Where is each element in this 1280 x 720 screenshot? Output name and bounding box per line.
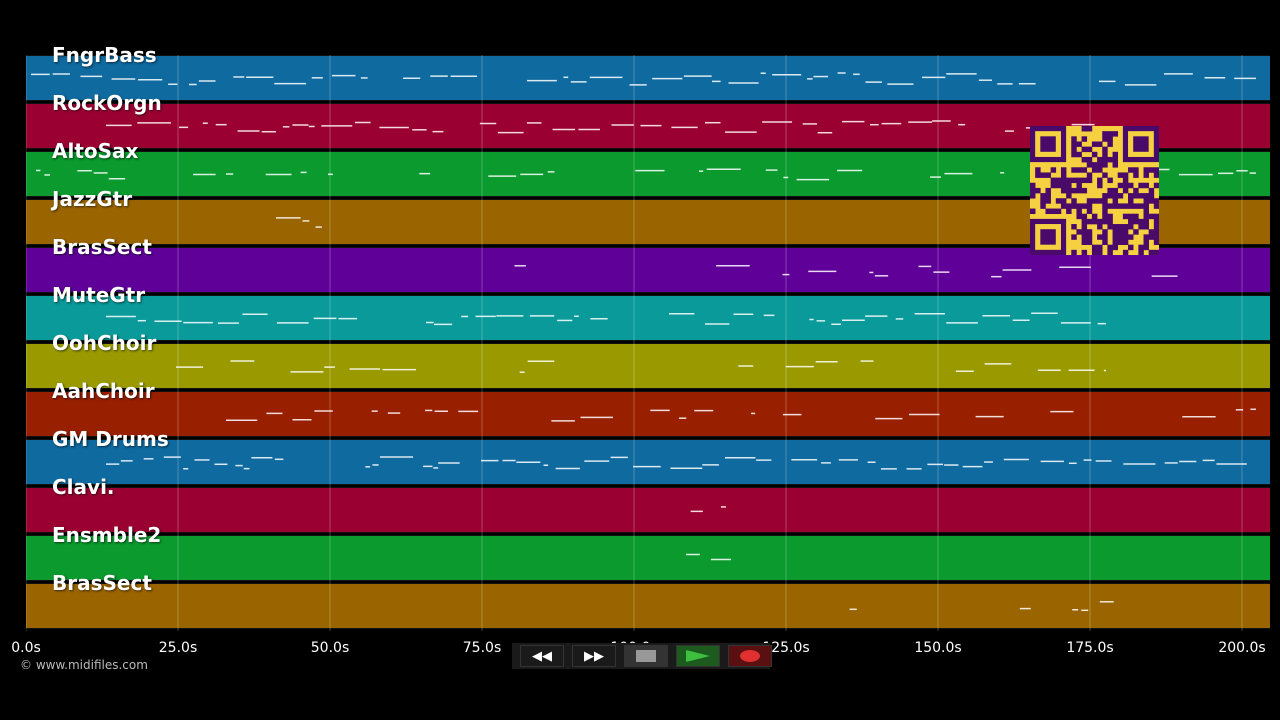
track-lane <box>26 343 1270 389</box>
track-label: AltoSax <box>52 139 139 163</box>
tick-label: 125.0s <box>762 640 810 656</box>
track-lane <box>26 487 1270 533</box>
track-lane <box>26 439 1270 485</box>
tick-label: 0.0s <box>11 640 41 656</box>
qr-code[interactable] <box>1030 126 1159 255</box>
tick-label: 150.0s <box>914 640 962 656</box>
track-label: GM Drums <box>52 427 169 451</box>
tick-label: 175.0s <box>1066 640 1114 656</box>
forward-button[interactable]: ▶▶ <box>572 645 616 667</box>
track-lane <box>26 535 1270 581</box>
play-button[interactable] <box>676 645 720 667</box>
tick-label: 75.0s <box>462 640 502 656</box>
track-label: RockOrgn <box>52 91 162 115</box>
track-lane <box>26 295 1270 341</box>
track-label: Ensmble2 <box>52 523 162 547</box>
tick-label: 200.0s <box>1218 640 1266 656</box>
play-icon <box>686 650 710 662</box>
fast-forward-icon: ▶▶ <box>584 648 604 664</box>
track-lane <box>26 55 1270 101</box>
stop-icon <box>636 650 656 662</box>
track-label: Clavi. <box>52 475 115 499</box>
track-lane <box>26 583 1270 629</box>
tick-label: 50.0s <box>310 640 350 656</box>
track-label: AahChoir <box>52 379 155 403</box>
transport-bar: ◀◀ ▶▶ <box>512 643 772 669</box>
stop-button[interactable] <box>624 645 668 667</box>
record-button[interactable] <box>728 645 772 667</box>
track-lane <box>26 391 1270 437</box>
record-icon <box>740 650 760 662</box>
tick-label: 25.0s <box>158 640 198 656</box>
rewind-icon: ◀◀ <box>532 648 552 664</box>
rewind-button[interactable]: ◀◀ <box>520 645 564 667</box>
track-label: OohChoir <box>52 331 157 355</box>
track-label: BrasSect <box>52 571 152 595</box>
track-label: BrasSect <box>52 235 152 259</box>
track-label: FngrBass <box>52 43 157 67</box>
credit-text: © www.midifiles.com <box>20 658 148 672</box>
track-label: MuteGtr <box>52 283 146 307</box>
track-label: JazzGtr <box>52 187 133 211</box>
